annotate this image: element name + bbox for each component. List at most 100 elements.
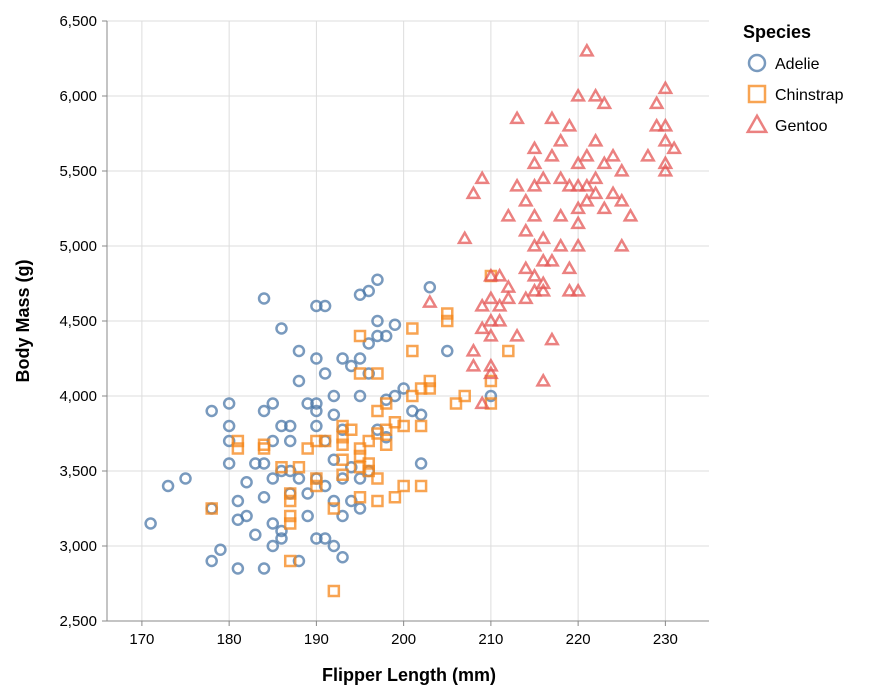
gentoo-point xyxy=(474,320,491,335)
adelie-point xyxy=(336,509,349,523)
legend-label: Gentoo xyxy=(775,118,828,135)
adelie-point xyxy=(257,562,271,575)
gentoo-point xyxy=(613,237,630,252)
gentoo-point xyxy=(587,132,604,147)
adelie-point xyxy=(310,352,323,365)
data-points xyxy=(144,42,683,598)
gentoo-point xyxy=(474,170,491,185)
adelie-point xyxy=(301,487,314,500)
legend-square-icon xyxy=(747,84,767,104)
gentoo-point xyxy=(517,222,534,237)
gentoo-point xyxy=(544,252,560,267)
chinstrap-point xyxy=(406,322,419,335)
chinstrap-point xyxy=(397,479,410,493)
y-tick-label: 4,500 xyxy=(59,313,97,330)
adelie-point xyxy=(327,453,341,466)
chinstrap-point xyxy=(423,382,437,395)
chinstrap-point xyxy=(397,419,410,433)
chinstrap-point xyxy=(379,423,393,436)
chinstrap-point xyxy=(275,461,288,474)
chinstrap-point xyxy=(423,374,437,388)
chinstrap-point xyxy=(283,509,297,523)
adelie-point xyxy=(231,494,245,508)
chinstrap-point xyxy=(449,397,463,410)
x-tick-label: 210 xyxy=(478,631,503,648)
y-tick-label: 4,000 xyxy=(59,388,97,405)
chinstrap-point xyxy=(336,453,349,466)
chinstrap-point xyxy=(406,344,419,358)
gentoo-point xyxy=(526,140,543,155)
chinstrap-point xyxy=(336,468,349,481)
gentoo-point xyxy=(570,200,587,215)
adelie-point xyxy=(336,551,349,564)
adelie-point xyxy=(283,419,297,433)
gentoo-point xyxy=(587,87,604,102)
chinstrap-point xyxy=(310,434,323,448)
adelie-point xyxy=(240,476,253,489)
adelie-point xyxy=(414,457,428,470)
gentoo-point xyxy=(596,95,613,110)
gentoo-point xyxy=(578,42,595,57)
chinstrap-point xyxy=(318,434,332,448)
legend: Species Adelie Chinstrap Gentoo xyxy=(743,22,844,135)
y-tick-label: 5,000 xyxy=(59,238,97,255)
gentoo-point xyxy=(535,252,552,267)
gentoo-point xyxy=(613,192,630,207)
adelie-point xyxy=(484,389,498,403)
chinstrap-point xyxy=(301,442,314,455)
gentoo-point xyxy=(482,365,499,380)
adelie-point xyxy=(275,532,288,545)
adelie-point xyxy=(310,299,323,313)
adelie-point xyxy=(283,434,297,448)
y-tick-label: 6,000 xyxy=(59,88,97,105)
chinstrap-point xyxy=(353,442,367,455)
gentoo-point xyxy=(657,162,674,177)
y-axis-title: Body Mass (g) xyxy=(13,259,33,382)
gentoo-point xyxy=(561,177,578,192)
adelie-point xyxy=(292,472,306,485)
adelie-point xyxy=(266,472,280,485)
gentoo-point xyxy=(500,290,517,305)
gentoo-point xyxy=(552,207,569,222)
chinstrap-point xyxy=(484,374,498,388)
gentoo-point xyxy=(657,132,674,147)
adelie-point xyxy=(353,352,367,365)
gentoo-point xyxy=(640,147,656,162)
adelie-point xyxy=(336,352,349,365)
gentoo-point xyxy=(526,155,543,170)
adelie-point xyxy=(397,382,410,395)
gentoo-point xyxy=(570,87,587,102)
gentoo-point xyxy=(526,267,543,282)
gentoo-point xyxy=(605,185,621,200)
chinstrap-point xyxy=(231,442,245,455)
adelie-point xyxy=(275,322,288,335)
gentoo-point xyxy=(552,132,569,147)
y-tick-label: 2,500 xyxy=(59,613,97,630)
x-tick-label: 230 xyxy=(653,631,678,648)
gentoo-point xyxy=(578,177,595,192)
gentoo-point xyxy=(482,357,499,372)
chinstrap-point xyxy=(310,479,323,493)
chinstrap-point xyxy=(336,438,349,451)
adelie-point xyxy=(257,404,271,418)
adelie-point xyxy=(423,281,437,294)
gentoo-point xyxy=(509,110,525,125)
chinstrap-point xyxy=(414,419,428,433)
chinstrap-point xyxy=(353,491,367,504)
adelie-point xyxy=(441,344,454,358)
chinstrap-point xyxy=(371,404,384,418)
adelie-point xyxy=(292,374,306,388)
adelie-point xyxy=(371,273,384,286)
adelie-point xyxy=(371,314,384,328)
gentoo-point xyxy=(526,282,543,297)
x-tick-label: 220 xyxy=(566,631,591,648)
gentoo-point xyxy=(587,170,604,185)
gentoo-point xyxy=(570,215,587,230)
series-chinstrap xyxy=(205,269,515,598)
chinstrap-point xyxy=(283,517,297,530)
gentoo-point xyxy=(465,185,482,200)
chinstrap-point xyxy=(371,367,384,380)
adelie-point xyxy=(345,359,358,373)
adelie-point xyxy=(222,419,236,433)
